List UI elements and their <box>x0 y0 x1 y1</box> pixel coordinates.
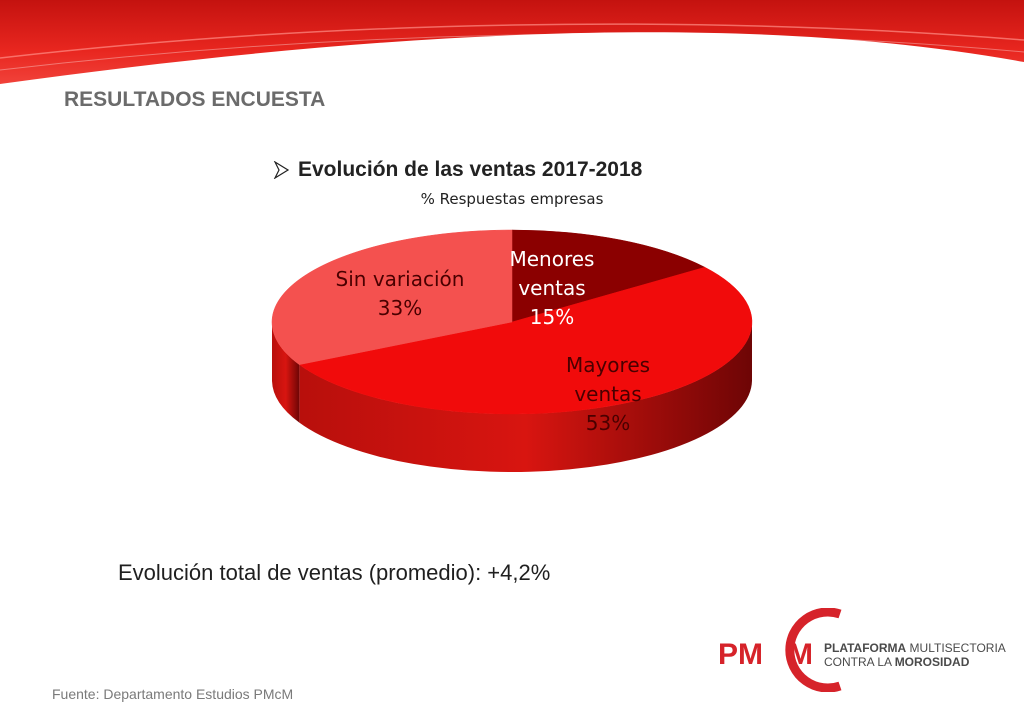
logo-line2-bold: MOROSIDAD <box>895 655 970 669</box>
svg-text:CONTRA LA MOROSIDAD: CONTRA LA MOROSIDAD <box>824 655 970 669</box>
section-title: RESULTADOS ENCUESTA <box>64 88 326 111</box>
logo-line2-rest: CONTRA LA <box>824 655 895 669</box>
pmcm-logo: PM M PLATAFORMA MULTISECTORIAL CONTRA LA… <box>718 608 1006 692</box>
logo-mark-m: M <box>788 638 813 671</box>
pie-top <box>271 229 753 415</box>
pie-label-1-label-line1: Mayores <box>566 353 650 377</box>
pie-3d-side <box>272 322 752 473</box>
pie-label-0-label-line2: ventas <box>518 276 585 300</box>
svg-text:PLATAFORMA MULTISECTORIAL: PLATAFORMA MULTISECTORIAL <box>824 641 1006 655</box>
source-note: Fuente: Departamento Estudios PMcM <box>52 686 294 702</box>
pie-side-1 <box>299 322 752 473</box>
logo-line1-bold: PLATAFORMA <box>824 641 907 655</box>
header-band <box>0 0 1024 84</box>
chart-subtitle: % Respuestas empresas <box>420 190 604 208</box>
chart-title-row: Evolución de las ventas 2017-2018 <box>272 158 642 182</box>
pie-label-1-label-line2: ventas <box>574 382 641 406</box>
pie-label-2-label-line1: Sin variación <box>336 267 465 291</box>
pie-slice-0 <box>511 229 706 323</box>
summary-text: Evolución total de ventas (promedio): +4… <box>118 560 551 585</box>
logo-mark-pm: PM <box>718 638 763 671</box>
pie-label-0-label-line1: Menores <box>510 247 595 271</box>
pie-label-1-value-label: 53% <box>586 411 630 435</box>
pie-label-0-value-label: 15% <box>530 305 574 329</box>
pie-side-2 <box>272 322 300 423</box>
logo-line1-rest: MULTISECTORIAL <box>906 641 1006 655</box>
pie-label-2-value-label: 33% <box>378 296 422 320</box>
pie-slice-2 <box>271 229 513 365</box>
arrow-bullet-icon <box>273 161 290 179</box>
chart-title: Evolución de las ventas 2017-2018 <box>298 158 643 181</box>
pie-slice-1 <box>298 266 753 415</box>
pie-labels: Menores ventas 15% Mayores ventas 53% Sin vari… <box>336 247 650 435</box>
